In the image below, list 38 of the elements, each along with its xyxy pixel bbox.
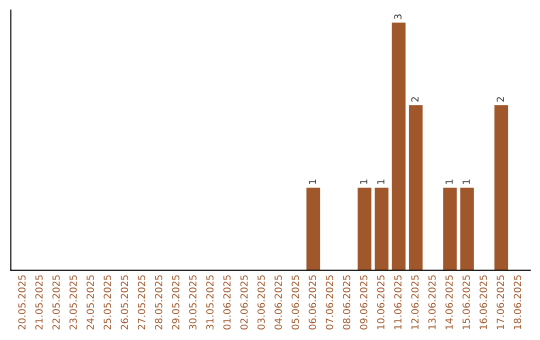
x-tick-label: 21.05.2025 bbox=[35, 275, 43, 330]
data-label: 2 bbox=[496, 97, 504, 102]
x-tick-label: 28.05.2025 bbox=[154, 275, 162, 330]
x-tick-label: 02.06.2025 bbox=[240, 275, 248, 330]
x-tick-label: 26.05.2025 bbox=[120, 275, 128, 330]
data-label: 2 bbox=[411, 97, 418, 102]
x-tick-label: 06.06.2025 bbox=[308, 275, 316, 330]
x-tick-label: 05.06.2025 bbox=[292, 275, 299, 330]
x-tick-label: 03.06.2025 bbox=[257, 275, 265, 330]
x-tick-label: 14.06.2025 bbox=[445, 275, 453, 330]
x-tick-label: 10.06.2025 bbox=[377, 275, 384, 330]
x-tick-label: 25.05.2025 bbox=[104, 275, 112, 330]
x-tick-label: 09.06.2025 bbox=[360, 275, 368, 330]
data-label: 1 bbox=[446, 180, 453, 184]
x-tick-label: 12.06.2025 bbox=[411, 275, 419, 330]
x-tick-label: 07.06.2025 bbox=[326, 275, 334, 330]
x-tick-label: 29.05.2025 bbox=[172, 275, 180, 330]
x-tick-label: 18.06.2025 bbox=[514, 275, 522, 330]
x-tick-label: 17.06.2025 bbox=[496, 275, 504, 330]
x-tick-label: 04.06.2025 bbox=[274, 275, 282, 330]
x-tick-label: 13.06.2025 bbox=[428, 275, 436, 330]
x-tick-label: 27.05.2025 bbox=[138, 275, 146, 330]
data-label: 1 bbox=[308, 180, 316, 184]
x-tick-label: 01.06.2025 bbox=[223, 275, 231, 330]
x-tick-label: 24.05.2025 bbox=[86, 275, 94, 330]
x-tick-label: 16.06.2025 bbox=[480, 275, 487, 330]
x-tick-label: 11.06.2025 bbox=[394, 275, 402, 330]
x-tick-label: 08.06.2025 bbox=[342, 275, 350, 330]
x-tick-label: 23.05.2025 bbox=[69, 275, 77, 330]
data-label: 1 bbox=[377, 180, 384, 184]
x-tick-label: 30.05.2025 bbox=[189, 275, 196, 330]
x-tick-label: 31.05.2025 bbox=[206, 275, 214, 330]
data-label: 3 bbox=[394, 14, 402, 20]
data-label: 1 bbox=[462, 180, 470, 184]
data-label: 1 bbox=[360, 180, 368, 184]
x-tick-label: 20.05.2025 bbox=[18, 275, 26, 330]
x-tick-label: 15.06.2025 bbox=[462, 275, 470, 330]
x-tick-label: 22.05.2025 bbox=[52, 275, 60, 330]
